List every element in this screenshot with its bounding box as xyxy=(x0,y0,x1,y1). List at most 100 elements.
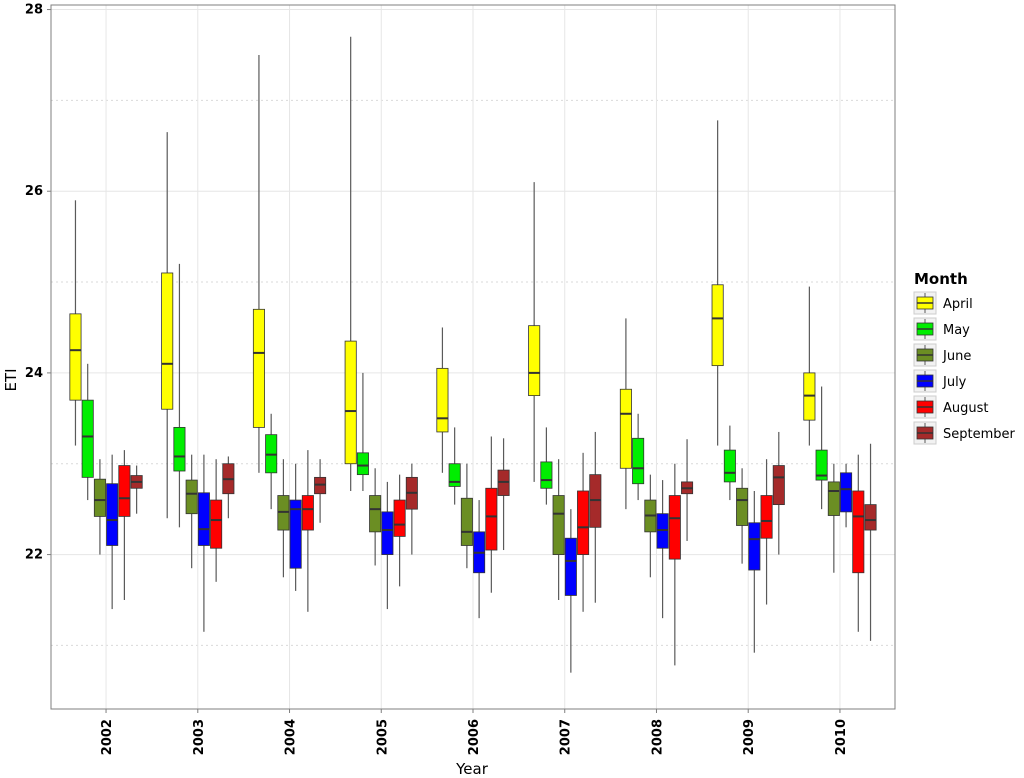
legend-item-july: July xyxy=(913,369,967,393)
box-april-2006 xyxy=(436,327,449,473)
box-september-2003 xyxy=(222,456,235,519)
legend-label: August xyxy=(943,401,989,416)
box-body xyxy=(252,308,265,428)
box-body xyxy=(711,284,724,367)
box-may-2002 xyxy=(81,363,94,501)
box-body xyxy=(815,449,828,481)
x-tick-label: 2004 xyxy=(284,719,299,755)
box-body xyxy=(118,465,131,517)
x-tick-label: 2010 xyxy=(834,719,849,755)
box-body xyxy=(106,483,119,546)
box-may-2007 xyxy=(540,427,553,505)
y-axis-ticks: 22 24 26 28 xyxy=(25,3,51,563)
box-body xyxy=(852,490,865,574)
box-may-2006 xyxy=(448,427,461,505)
gridlines xyxy=(51,5,895,709)
box-april-2003 xyxy=(161,132,174,519)
box-body xyxy=(448,463,461,487)
box-body xyxy=(93,478,106,517)
legend-title: Month xyxy=(914,270,968,288)
legend-label: April xyxy=(943,297,973,312)
legend-item-august: August xyxy=(913,395,989,419)
box-april-2005 xyxy=(344,36,357,491)
box-body xyxy=(528,325,541,397)
box-september-2004 xyxy=(314,459,327,523)
box-marks xyxy=(69,36,877,673)
box-body xyxy=(577,490,590,555)
box-august-2008 xyxy=(668,463,681,666)
box-june-2006 xyxy=(460,463,473,569)
box-july-2008 xyxy=(656,480,669,619)
box-july-2002 xyxy=(106,454,119,610)
legend-item-may: May xyxy=(913,317,970,341)
box-september-2007 xyxy=(589,431,602,603)
box-june-2007 xyxy=(552,459,565,600)
box-september-2010 xyxy=(864,443,877,641)
legend-label: May xyxy=(943,323,970,338)
y-tick-label: 22 xyxy=(25,548,43,563)
box-body xyxy=(772,465,785,506)
box-body xyxy=(185,479,198,515)
y-tick-label: 26 xyxy=(25,184,43,199)
box-body xyxy=(485,487,498,551)
x-tick-label: 2002 xyxy=(100,719,115,755)
box-september-2008 xyxy=(681,439,694,541)
box-september-2009 xyxy=(772,431,785,555)
box-body xyxy=(748,522,761,571)
box-body xyxy=(864,504,877,531)
x-tick-label: 2005 xyxy=(375,719,390,755)
box-body xyxy=(210,499,223,549)
x-axis-ticks: 2002 2003 2004 2005 2006 2007 2008 2009 2010 xyxy=(100,709,849,755)
box-body xyxy=(356,452,369,476)
box-body xyxy=(840,472,853,513)
box-april-2008 xyxy=(619,318,632,510)
box-july-2006 xyxy=(473,500,486,619)
box-body xyxy=(69,313,82,401)
box-august-2005 xyxy=(393,474,406,587)
box-august-2010 xyxy=(852,454,865,632)
box-september-2005 xyxy=(405,463,418,555)
box-june-2009 xyxy=(736,468,749,564)
box-april-2007 xyxy=(528,182,541,482)
box-body xyxy=(369,495,382,533)
legend: Month April May June July August September xyxy=(913,270,1016,445)
box-july-2007 xyxy=(564,509,577,673)
box-body xyxy=(161,272,174,410)
box-june-2010 xyxy=(827,463,840,573)
box-august-2007 xyxy=(577,452,590,612)
box-august-2006 xyxy=(485,436,498,593)
box-july-2010 xyxy=(840,463,853,528)
box-august-2009 xyxy=(760,459,773,605)
y-tick-label: 24 xyxy=(25,366,43,381)
x-tick-label: 2009 xyxy=(742,719,757,755)
box-august-2004 xyxy=(301,450,314,612)
box-june-2003 xyxy=(185,454,198,569)
x-tick-label: 2007 xyxy=(559,719,574,755)
box-may-2004 xyxy=(265,413,278,510)
box-body xyxy=(81,399,94,478)
x-tick-label: 2006 xyxy=(467,719,482,755)
box-june-2008 xyxy=(644,474,657,578)
box-body xyxy=(827,481,840,516)
x-tick-label: 2003 xyxy=(192,719,207,755)
box-body xyxy=(668,495,681,560)
box-june-2004 xyxy=(277,459,290,578)
box-body xyxy=(460,497,473,546)
legend-label: July xyxy=(942,375,967,390)
legend-item-september: September xyxy=(913,421,1016,445)
box-june-2005 xyxy=(369,468,382,566)
box-april-2010 xyxy=(803,286,816,446)
box-body xyxy=(552,495,565,555)
box-august-2003 xyxy=(210,459,223,582)
box-july-2004 xyxy=(289,463,302,591)
legend-label: June xyxy=(942,349,971,364)
box-body xyxy=(301,495,314,531)
box-body xyxy=(760,495,773,539)
box-body xyxy=(736,487,749,526)
box-april-2009 xyxy=(711,120,724,446)
box-july-2003 xyxy=(197,454,210,632)
box-september-2002 xyxy=(130,465,143,514)
box-body xyxy=(436,367,449,433)
y-axis-title: ETI xyxy=(2,368,20,391)
box-body xyxy=(540,461,553,489)
